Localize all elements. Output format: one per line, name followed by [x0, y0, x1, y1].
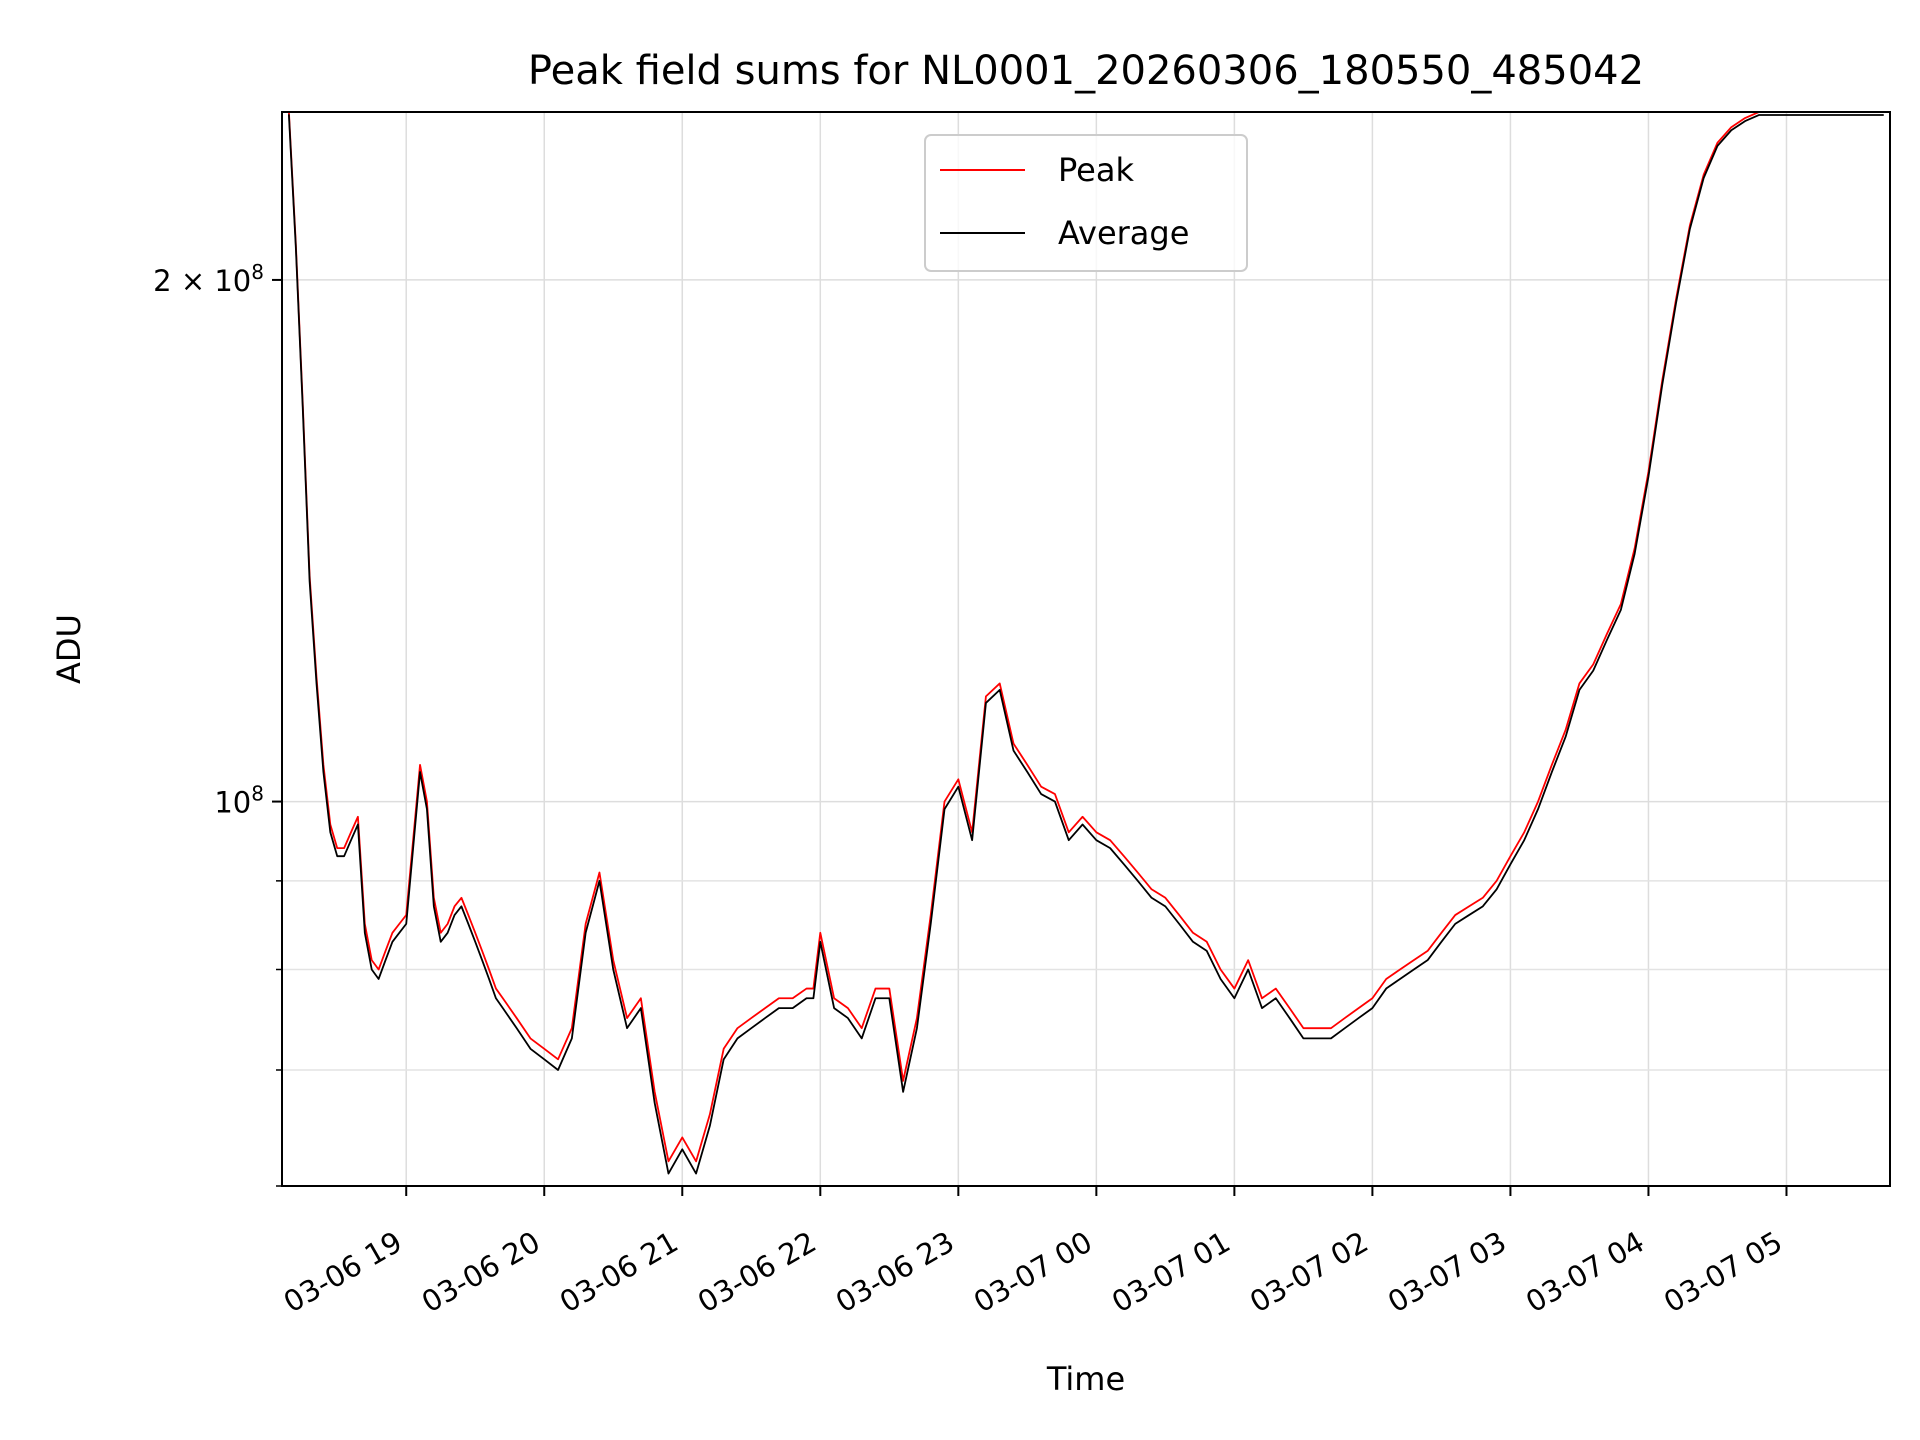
y-tick-label: 108 — [214, 782, 264, 820]
y-tick-label: 2 × 108 — [153, 260, 264, 298]
legend-peak-label: Peak — [1058, 151, 1134, 189]
y-axis-label: ADU — [50, 614, 88, 684]
legend-average-label: Average — [1058, 214, 1189, 252]
x-axis-label: Time — [1046, 1360, 1125, 1398]
plot-frame — [281, 111, 1891, 1187]
y-tick-label-exponent: 8 — [251, 782, 264, 806]
y-tick-label-base: 10 — [214, 786, 251, 820]
series-layer — [287, 112, 1884, 1175]
grid-layer — [282, 112, 1890, 1187]
chart-title: Peak field sums for NL0001_20260306_1805… — [528, 48, 1644, 94]
legend: Peak Average — [924, 134, 1248, 272]
y-tick-label-base: 2 × 10 — [153, 264, 251, 298]
series-line-peak — [287, 112, 1884, 1163]
y-tick-label-exponent: 8 — [251, 260, 264, 284]
series-line-average — [287, 114, 1884, 1175]
